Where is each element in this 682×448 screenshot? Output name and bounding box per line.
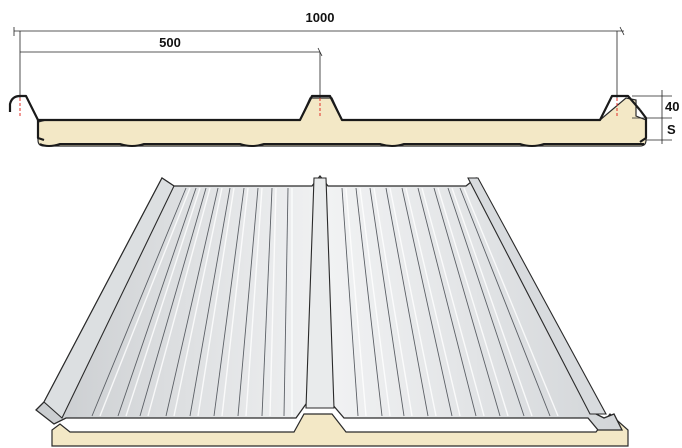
cross-section: 1000 500 40 S [8, 10, 679, 147]
corrugation-line [401, 187, 453, 417]
dimension-500-label: 500 [159, 35, 181, 50]
corrugation-line [91, 187, 187, 417]
corrugation-highlight [405, 187, 461, 417]
corrugation-highlight [451, 187, 533, 417]
corrugation-line [433, 187, 501, 417]
rib-left [43, 177, 175, 419]
rib-middle [305, 177, 335, 409]
panel-perspective [35, 174, 629, 447]
dimension-1000-label: 1000 [306, 10, 335, 25]
corrugation-highlight [373, 187, 413, 417]
corrugation-line [417, 187, 477, 417]
corrugation-line [385, 187, 429, 417]
corrugation-line [283, 187, 289, 417]
corrugation-line [117, 187, 197, 417]
corrugation-highlight [421, 187, 485, 417]
left-edge-lip [36, 120, 45, 142]
corrugation-highlight [173, 187, 223, 417]
corrugation-line [261, 187, 273, 417]
dimension-height: 40 S [632, 90, 679, 144]
dimension-s-label: S [667, 122, 676, 137]
corrugation-line [189, 187, 231, 417]
corrugation-highlight [197, 187, 235, 417]
corrugation-highlight [345, 187, 367, 417]
dimension-40-label: 40 [665, 99, 679, 114]
corrugation-lines [91, 187, 559, 417]
dimension-1000: 1000 [13, 10, 625, 98]
corrugation-line [341, 187, 359, 417]
corrugation-line [213, 187, 245, 417]
corrugation-highlight [147, 187, 211, 417]
corrugation-highlight [99, 187, 191, 417]
bottom-liner [39, 143, 644, 147]
corrugation-highlight [221, 187, 249, 417]
corrugation-line [237, 187, 259, 417]
foam-core-section [37, 97, 647, 147]
right-edge-joint [639, 109, 648, 143]
corrugation-highlight [437, 187, 509, 417]
corrugation-highlight [463, 187, 559, 417]
corrugation-line [165, 187, 219, 417]
corrugation-highlight [389, 187, 437, 417]
corrugation-line [355, 187, 383, 417]
rib-right [467, 177, 607, 415]
corrugation-line [369, 187, 405, 417]
corrugation-highlight [245, 187, 263, 417]
corrugation-line [139, 187, 207, 417]
corrugation-line [447, 187, 525, 417]
corrugation-highlight [269, 187, 277, 417]
dimension-500: 500 [20, 35, 323, 98]
corrugation-line [459, 187, 551, 417]
top-steel-sheet-section [8, 94, 641, 122]
foam-core-edge [51, 413, 629, 447]
corrugation-highlight [359, 187, 391, 417]
corrugation-highlight [125, 187, 201, 417]
